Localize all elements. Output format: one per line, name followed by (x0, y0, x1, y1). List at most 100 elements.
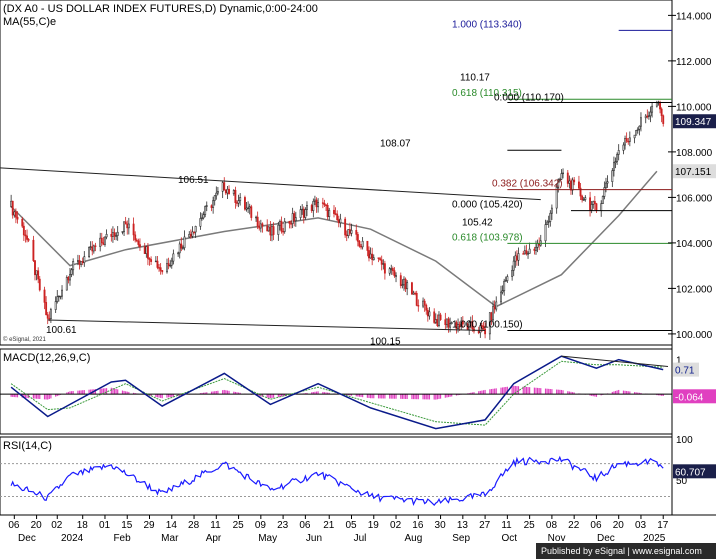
candle-body (514, 255, 517, 262)
candle-body (132, 223, 135, 236)
candle-body (512, 260, 515, 271)
x-day-label: 20 (31, 520, 43, 531)
candle-body (290, 223, 292, 225)
candle-body (401, 284, 404, 286)
candle-body (380, 259, 383, 265)
candle-body (137, 240, 140, 245)
x-month-label: Aug (405, 533, 423, 544)
candle-body (191, 231, 194, 237)
candle-body (37, 270, 40, 280)
candle-body (593, 201, 596, 204)
x-month-label: Apr (206, 533, 222, 544)
candle-body (423, 300, 426, 306)
candle-body (325, 204, 327, 207)
candle-body (34, 260, 36, 276)
price-annotation: 100.15 (370, 336, 401, 347)
candle-body (605, 182, 607, 188)
rsi-value-tag (673, 464, 716, 479)
candle-body (577, 181, 580, 189)
candle-body (611, 170, 614, 182)
candle-body (188, 233, 191, 238)
candle-body (126, 223, 129, 229)
candle-body (92, 245, 95, 252)
candle-body (536, 243, 539, 248)
x-day-label: 09 (255, 520, 267, 531)
x-day-label: 08 (546, 520, 558, 531)
candle-body (344, 218, 347, 236)
candle-body (21, 218, 24, 227)
candle-body (70, 269, 73, 275)
rsi-label: RSI(14,C) (3, 440, 52, 452)
candle-body (255, 216, 258, 219)
candle-body (89, 246, 92, 248)
x-day-label: 02 (51, 520, 63, 531)
candle-body (503, 280, 506, 292)
x-day-label: 06 (8, 520, 20, 531)
candle-body (216, 191, 219, 194)
candle-body (237, 200, 240, 204)
x-day-label: 01 (99, 520, 111, 531)
fib-level-label: 1.000 (113.340) (452, 19, 522, 30)
candle-body (154, 260, 157, 263)
candle-body (250, 206, 253, 218)
candle-body (306, 205, 308, 210)
candle-body (414, 292, 417, 295)
candle-body (501, 290, 504, 293)
candle-body (522, 253, 525, 255)
candle-body (80, 261, 83, 265)
candle-body (426, 309, 429, 317)
candle-body (558, 179, 561, 181)
candle-body (134, 234, 137, 241)
candle-body (261, 223, 264, 227)
price-annotation: 106.51 (178, 175, 209, 186)
x-month-label: 2024 (61, 533, 84, 544)
candle-body (48, 317, 51, 320)
candle-body (304, 209, 307, 218)
candle-body (11, 200, 14, 216)
candle-body (525, 250, 528, 255)
candle-body (302, 208, 305, 218)
candle-body (248, 206, 251, 209)
candle-body (115, 235, 118, 237)
candle-body (205, 205, 208, 207)
candle-body (45, 302, 48, 315)
fib-level-label: 1.000 (100.150) (452, 319, 523, 330)
candle-body (614, 161, 617, 164)
candle-body (358, 241, 361, 247)
candle-body (99, 237, 102, 247)
candle-body (56, 296, 59, 302)
price-trendline (0, 167, 541, 201)
candle-body (288, 221, 291, 224)
candle-body (158, 267, 160, 269)
candle-body (395, 275, 397, 277)
candle-body (469, 321, 472, 323)
candle-body (603, 187, 606, 197)
candle-body (46, 314, 49, 319)
x-day-label: 11 (210, 520, 221, 531)
candle-body (506, 276, 509, 281)
candle-body (337, 219, 340, 224)
x-month-label: May (258, 533, 277, 544)
x-day-label: 11 (501, 520, 512, 531)
candle-body (91, 246, 94, 252)
price-panel (0, 0, 673, 346)
candle-body (35, 270, 38, 276)
candle-body (65, 277, 68, 291)
x-day-label: 13 (457, 520, 469, 531)
candle-body (544, 224, 547, 242)
candle-body (221, 182, 224, 192)
copyright-text: © eSignal, 2021 (3, 336, 46, 343)
candle-body (258, 225, 261, 229)
candle-body (299, 209, 302, 218)
candle-body (135, 239, 138, 242)
candle-body (391, 268, 394, 271)
ma-value-tag (673, 164, 716, 179)
candle-body (457, 324, 459, 329)
last-price-tag (673, 114, 716, 129)
candle-body (283, 221, 286, 232)
price-y-tick-label: 112.000 (676, 57, 712, 68)
candle-body (444, 319, 447, 325)
candle-body (139, 244, 141, 247)
candle-body (546, 221, 549, 225)
